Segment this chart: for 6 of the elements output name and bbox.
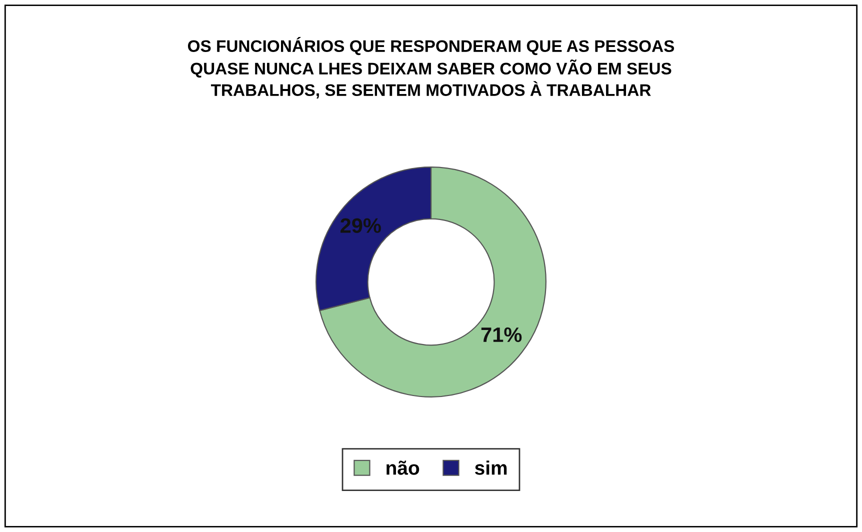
chart-title: OS FUNCIONÁRIOS QUE RESPONDERAM QUE AS PESSOAS QUASE NUNCA LHES DEIXAM SABER COMO VÃO EM SEUS TRABALHOS, SE SENTEM MOTIVADOS À TRABALHAR	[188, 37, 674, 98]
donut-slice	[319, 166, 546, 398]
data-label: 29%	[340, 218, 381, 233]
legend-label: sim	[474, 460, 507, 475]
data-label: 71%	[481, 327, 522, 342]
legend-label: não	[386, 460, 420, 475]
